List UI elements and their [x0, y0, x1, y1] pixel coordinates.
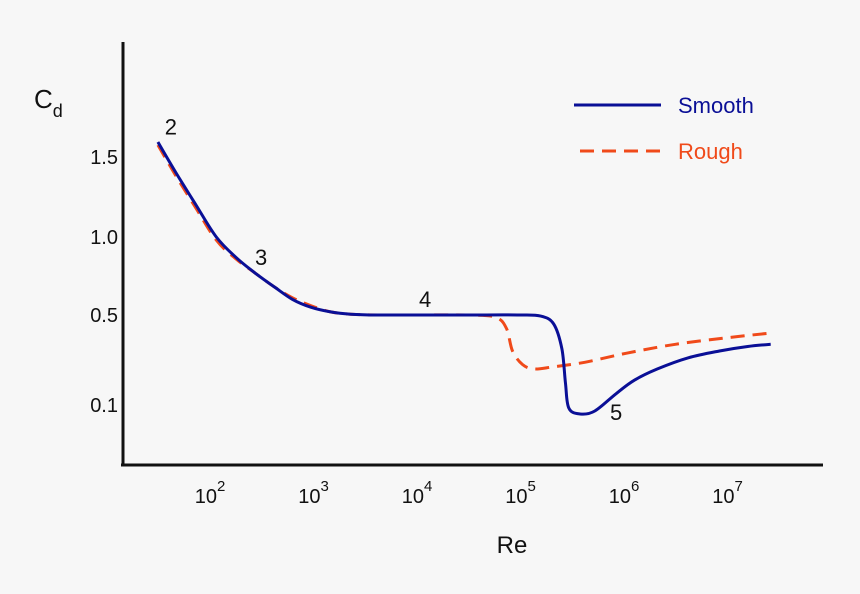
x-tick-label: 102: [195, 478, 226, 508]
x-tick-label: 103: [298, 478, 329, 508]
curve-annotation: 3: [255, 245, 267, 270]
x-tick-label: 107: [712, 478, 743, 508]
x-tick-base: 10: [402, 486, 424, 508]
x-axis-label: Re: [497, 532, 528, 559]
x-tick-label: 105: [505, 478, 536, 508]
curve-annotation: 4: [419, 287, 431, 312]
x-tick-exponent: 3: [320, 478, 328, 495]
x-tick-base: 10: [609, 486, 631, 508]
curve-annotation: 2: [165, 115, 177, 140]
y-axis-label-main: C: [34, 84, 53, 114]
y-tick-labels: 1.5 1.0 0.5 0.1: [90, 147, 118, 417]
series-smooth-line: [156, 141, 771, 416]
legend-smooth-label: Smooth: [678, 93, 754, 118]
x-tick-base: 10: [505, 486, 527, 508]
y-tick-label: 1.0: [90, 227, 118, 249]
axes: [121, 42, 823, 467]
curve-annotations: 2 3 4 5: [165, 115, 622, 426]
y-tick-label: 1.5: [90, 147, 118, 169]
x-tick-exponent: 7: [734, 478, 742, 495]
x-tick-label: 106: [609, 478, 640, 508]
x-tick-base: 10: [195, 486, 217, 508]
legend: Smooth Rough: [574, 93, 754, 164]
x-tick-exponent: 6: [631, 478, 639, 495]
y-tick-label: 0.5: [90, 305, 118, 327]
curve-annotation: 5: [610, 400, 622, 425]
y-axis-label: Cd: [34, 84, 63, 121]
x-tick-exponent: 2: [217, 478, 225, 495]
x-tick-label: 104: [402, 478, 433, 508]
series-lines: [156, 141, 771, 416]
legend-rough-label: Rough: [678, 139, 743, 164]
y-axis-label-sub: d: [53, 101, 63, 121]
x-tick-base: 10: [712, 486, 734, 508]
x-tick-exponent: 4: [424, 478, 432, 495]
y-tick-label: 0.1: [90, 395, 118, 417]
x-tick-labels: 102 103 104 105 106 107: [195, 478, 743, 508]
x-tick-base: 10: [298, 486, 320, 508]
x-tick-exponent: 5: [527, 478, 535, 495]
series-rough-line: [156, 144, 771, 371]
